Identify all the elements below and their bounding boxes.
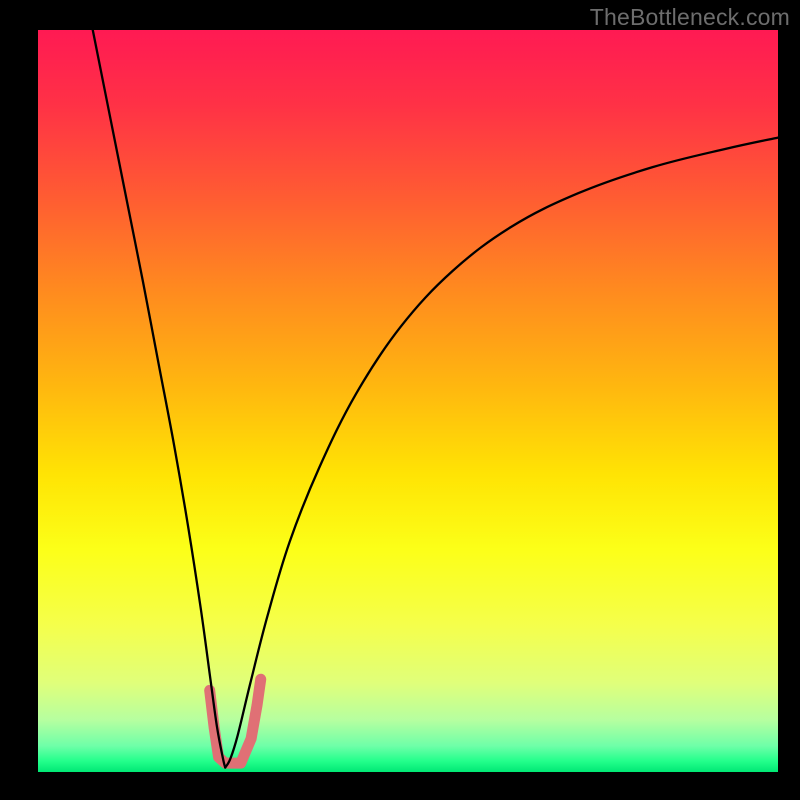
plot-gradient-area	[38, 30, 778, 772]
chart-stage: TheBottleneck.com	[0, 0, 800, 800]
chart-svg	[0, 0, 800, 800]
watermark-text: TheBottleneck.com	[590, 4, 790, 31]
